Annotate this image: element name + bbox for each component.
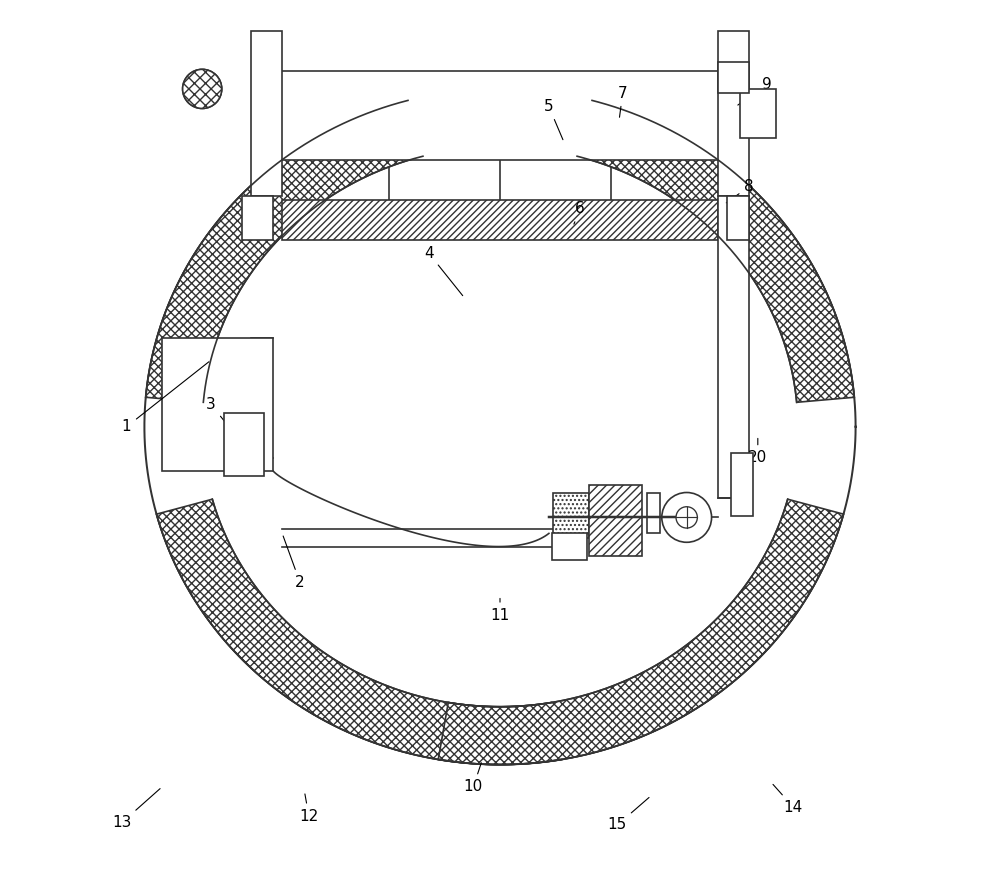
Text: 12: 12 [299, 794, 318, 823]
Text: 9: 9 [738, 77, 772, 105]
Text: 14: 14 [773, 784, 803, 814]
Circle shape [183, 69, 222, 108]
Text: 2: 2 [283, 536, 305, 589]
Bar [718, 62, 749, 93]
Bar [647, 493, 660, 533]
Bar [282, 200, 718, 240]
Bar [552, 533, 587, 560]
Text: 6: 6 [574, 202, 585, 224]
Text: 15: 15 [608, 797, 649, 832]
Text: 4: 4 [424, 246, 463, 296]
Circle shape [183, 69, 222, 108]
Polygon shape [577, 100, 854, 403]
Circle shape [662, 493, 712, 542]
Bar [731, 453, 753, 516]
Bar [718, 31, 749, 196]
Text: 13: 13 [112, 789, 160, 829]
Circle shape [676, 507, 697, 528]
Text: 11: 11 [490, 598, 510, 622]
Text: 3: 3 [206, 397, 227, 425]
Polygon shape [146, 100, 423, 403]
Text: 10: 10 [464, 763, 483, 794]
Text: 7: 7 [618, 86, 627, 117]
Text: 5: 5 [544, 100, 563, 140]
Bar [740, 89, 776, 138]
Bar [553, 493, 589, 538]
Bar [251, 31, 282, 196]
Text: 20: 20 [748, 438, 767, 465]
Text: 1: 1 [122, 362, 209, 434]
Polygon shape [157, 500, 562, 765]
Bar [242, 196, 273, 240]
Bar [224, 413, 264, 476]
Bar [162, 338, 273, 471]
Bar [589, 485, 642, 556]
Bar [273, 71, 727, 160]
Bar [718, 196, 749, 498]
Bar [727, 196, 749, 240]
Text: 8: 8 [726, 180, 754, 203]
Polygon shape [438, 500, 843, 765]
